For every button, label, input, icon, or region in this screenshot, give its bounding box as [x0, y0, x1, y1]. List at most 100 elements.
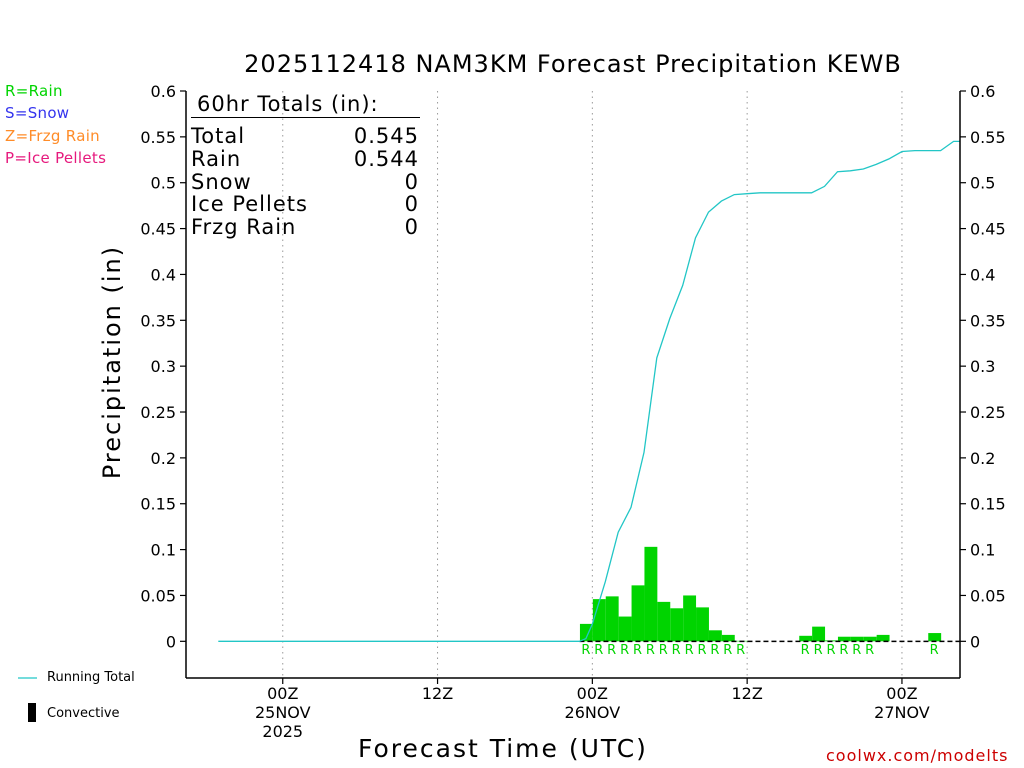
totals-value: 0	[404, 215, 419, 239]
totals-value: 0.544	[353, 147, 419, 171]
precip-bar	[721, 634, 735, 642]
y-tick-label-left: 0.1	[151, 541, 176, 560]
rain-marker: R	[607, 643, 616, 658]
precip-bar	[683, 595, 697, 642]
rain-marker: R	[594, 643, 603, 658]
precip-bar	[618, 616, 632, 642]
y-tick-label-right: 0	[970, 632, 980, 651]
convective-key-label: Convective	[47, 706, 120, 721]
rain-marker: R	[839, 643, 848, 658]
x-tick-label: 00Z	[267, 684, 298, 703]
x-tick-label: 25NOV	[255, 703, 311, 722]
y-tick-label-right: 0.4	[970, 265, 995, 284]
precip-bar	[657, 601, 671, 642]
legend-snow: S=Snow	[5, 104, 70, 122]
totals-value: 0	[404, 170, 419, 194]
precip-bar	[670, 608, 684, 642]
hourly-precip-bars	[579, 546, 942, 642]
rain-marker: R	[697, 643, 706, 658]
rain-marker: R	[685, 643, 694, 658]
totals-row-snow: Snow 0	[191, 170, 419, 194]
convective-key-swatch	[28, 703, 36, 722]
y-tick-label-left: 0.6	[151, 82, 176, 101]
x-tick-label: 26NOV	[565, 703, 621, 722]
y-axis-label: Precipitation (in)	[98, 244, 126, 480]
precip-bar	[863, 636, 877, 642]
precip-bar	[850, 636, 864, 642]
precip-bar	[708, 630, 722, 642]
y-tick-label-left: 0.15	[140, 495, 176, 514]
totals-label: Snow	[191, 170, 252, 194]
x-tick-label: 2025	[262, 722, 303, 741]
totals-row-frzg-rain: Frzg Rain 0	[191, 215, 419, 239]
x-tick-label: 12Z	[422, 684, 453, 703]
y-tick-label-right: 0.5	[970, 174, 995, 193]
totals-heading: 60hr Totals (in):	[197, 92, 379, 116]
rain-marker: R	[672, 643, 681, 658]
y-tick-label-left: 0.5	[151, 174, 176, 193]
y-tick-label-right: 0.6	[970, 82, 995, 101]
totals-underline	[191, 117, 420, 118]
rain-marker: R	[723, 643, 732, 658]
y-tick-label-left: 0.05	[140, 586, 176, 605]
totals-row-rain: Rain 0.544	[191, 147, 419, 171]
totals-value: 0.545	[353, 124, 419, 148]
precip-bar	[592, 599, 606, 642]
legend-rain: R=Rain	[5, 82, 63, 100]
rain-marker: R	[710, 643, 719, 658]
rain-marker: R	[801, 643, 810, 658]
y-tick-label-right: 0.05	[970, 586, 1006, 605]
precip-bar	[579, 623, 593, 642]
precip-bar	[631, 585, 645, 642]
precip-bar	[876, 634, 890, 642]
precip-bar	[644, 546, 658, 642]
y-tick-label-left: 0.4	[151, 265, 176, 284]
rain-marker: R	[930, 643, 939, 658]
totals-row-ice-pellets: Ice Pellets 0	[191, 192, 419, 216]
y-tick-label-left: 0.55	[140, 128, 176, 147]
y-tick-label-right: 0.45	[970, 220, 1006, 239]
rain-marker: R	[814, 643, 823, 658]
x-axis-label: Forecast Time (UTC)	[358, 734, 648, 763]
running-total-line	[218, 140, 960, 642]
rain-marker: R	[736, 643, 745, 658]
legend-ice-pellets: P=Ice Pellets	[5, 149, 107, 167]
y-axis-right: 0 0.05 0.1 0.15 0.2 0.25 0.3 0.35 0.4 0.45 0.5 0.55…	[960, 82, 1006, 651]
x-tick-label: 00Z	[886, 684, 917, 703]
y-tick-label-left: 0.45	[140, 220, 176, 239]
y-tick-label-right: 0.1	[970, 541, 995, 560]
y-tick-label-right: 0.15	[970, 495, 1006, 514]
rain-marker: R	[646, 643, 655, 658]
totals-label: Rain	[191, 147, 242, 171]
y-axis-left: 0 0.05 0.1 0.15 0.2 0.25 0.3 0.35 0.4 0.45 0.5 0.55…	[140, 82, 186, 651]
totals-value: 0	[404, 192, 419, 216]
y-tick-label-right: 0.35	[970, 311, 1006, 330]
running-total-line-group	[218, 140, 960, 642]
rain-marker: R	[865, 643, 874, 658]
running-total-key-label: Running Total	[47, 670, 135, 685]
credit-text: coolwx.com/modelts	[826, 746, 1009, 765]
plot-frame	[185, 91, 961, 679]
rain-marker: R	[826, 643, 835, 658]
rain-marker: R	[581, 643, 590, 658]
precip-bar	[812, 626, 826, 642]
rain-marker: R	[852, 643, 861, 658]
rain-marker: R	[620, 643, 629, 658]
y-tick-label-left: 0.25	[140, 403, 176, 422]
precip-bar	[799, 635, 813, 642]
precip-bar	[928, 633, 942, 642]
totals-row-total: Total 0.545	[191, 124, 419, 148]
totals-label: Total	[191, 124, 246, 148]
totals-label: Frzg Rain	[191, 215, 297, 239]
y-tick-label-right: 0.55	[970, 128, 1006, 147]
y-tick-label-left: 0.35	[140, 311, 176, 330]
totals-label: Ice Pellets	[191, 192, 308, 216]
x-tick-label: 00Z	[577, 684, 608, 703]
x-tick-label: 12Z	[731, 684, 762, 703]
legend-frzg-rain: Z=Frzg Rain	[5, 127, 100, 145]
y-tick-label-left: 0.3	[151, 357, 176, 376]
precip-bar	[696, 607, 709, 642]
